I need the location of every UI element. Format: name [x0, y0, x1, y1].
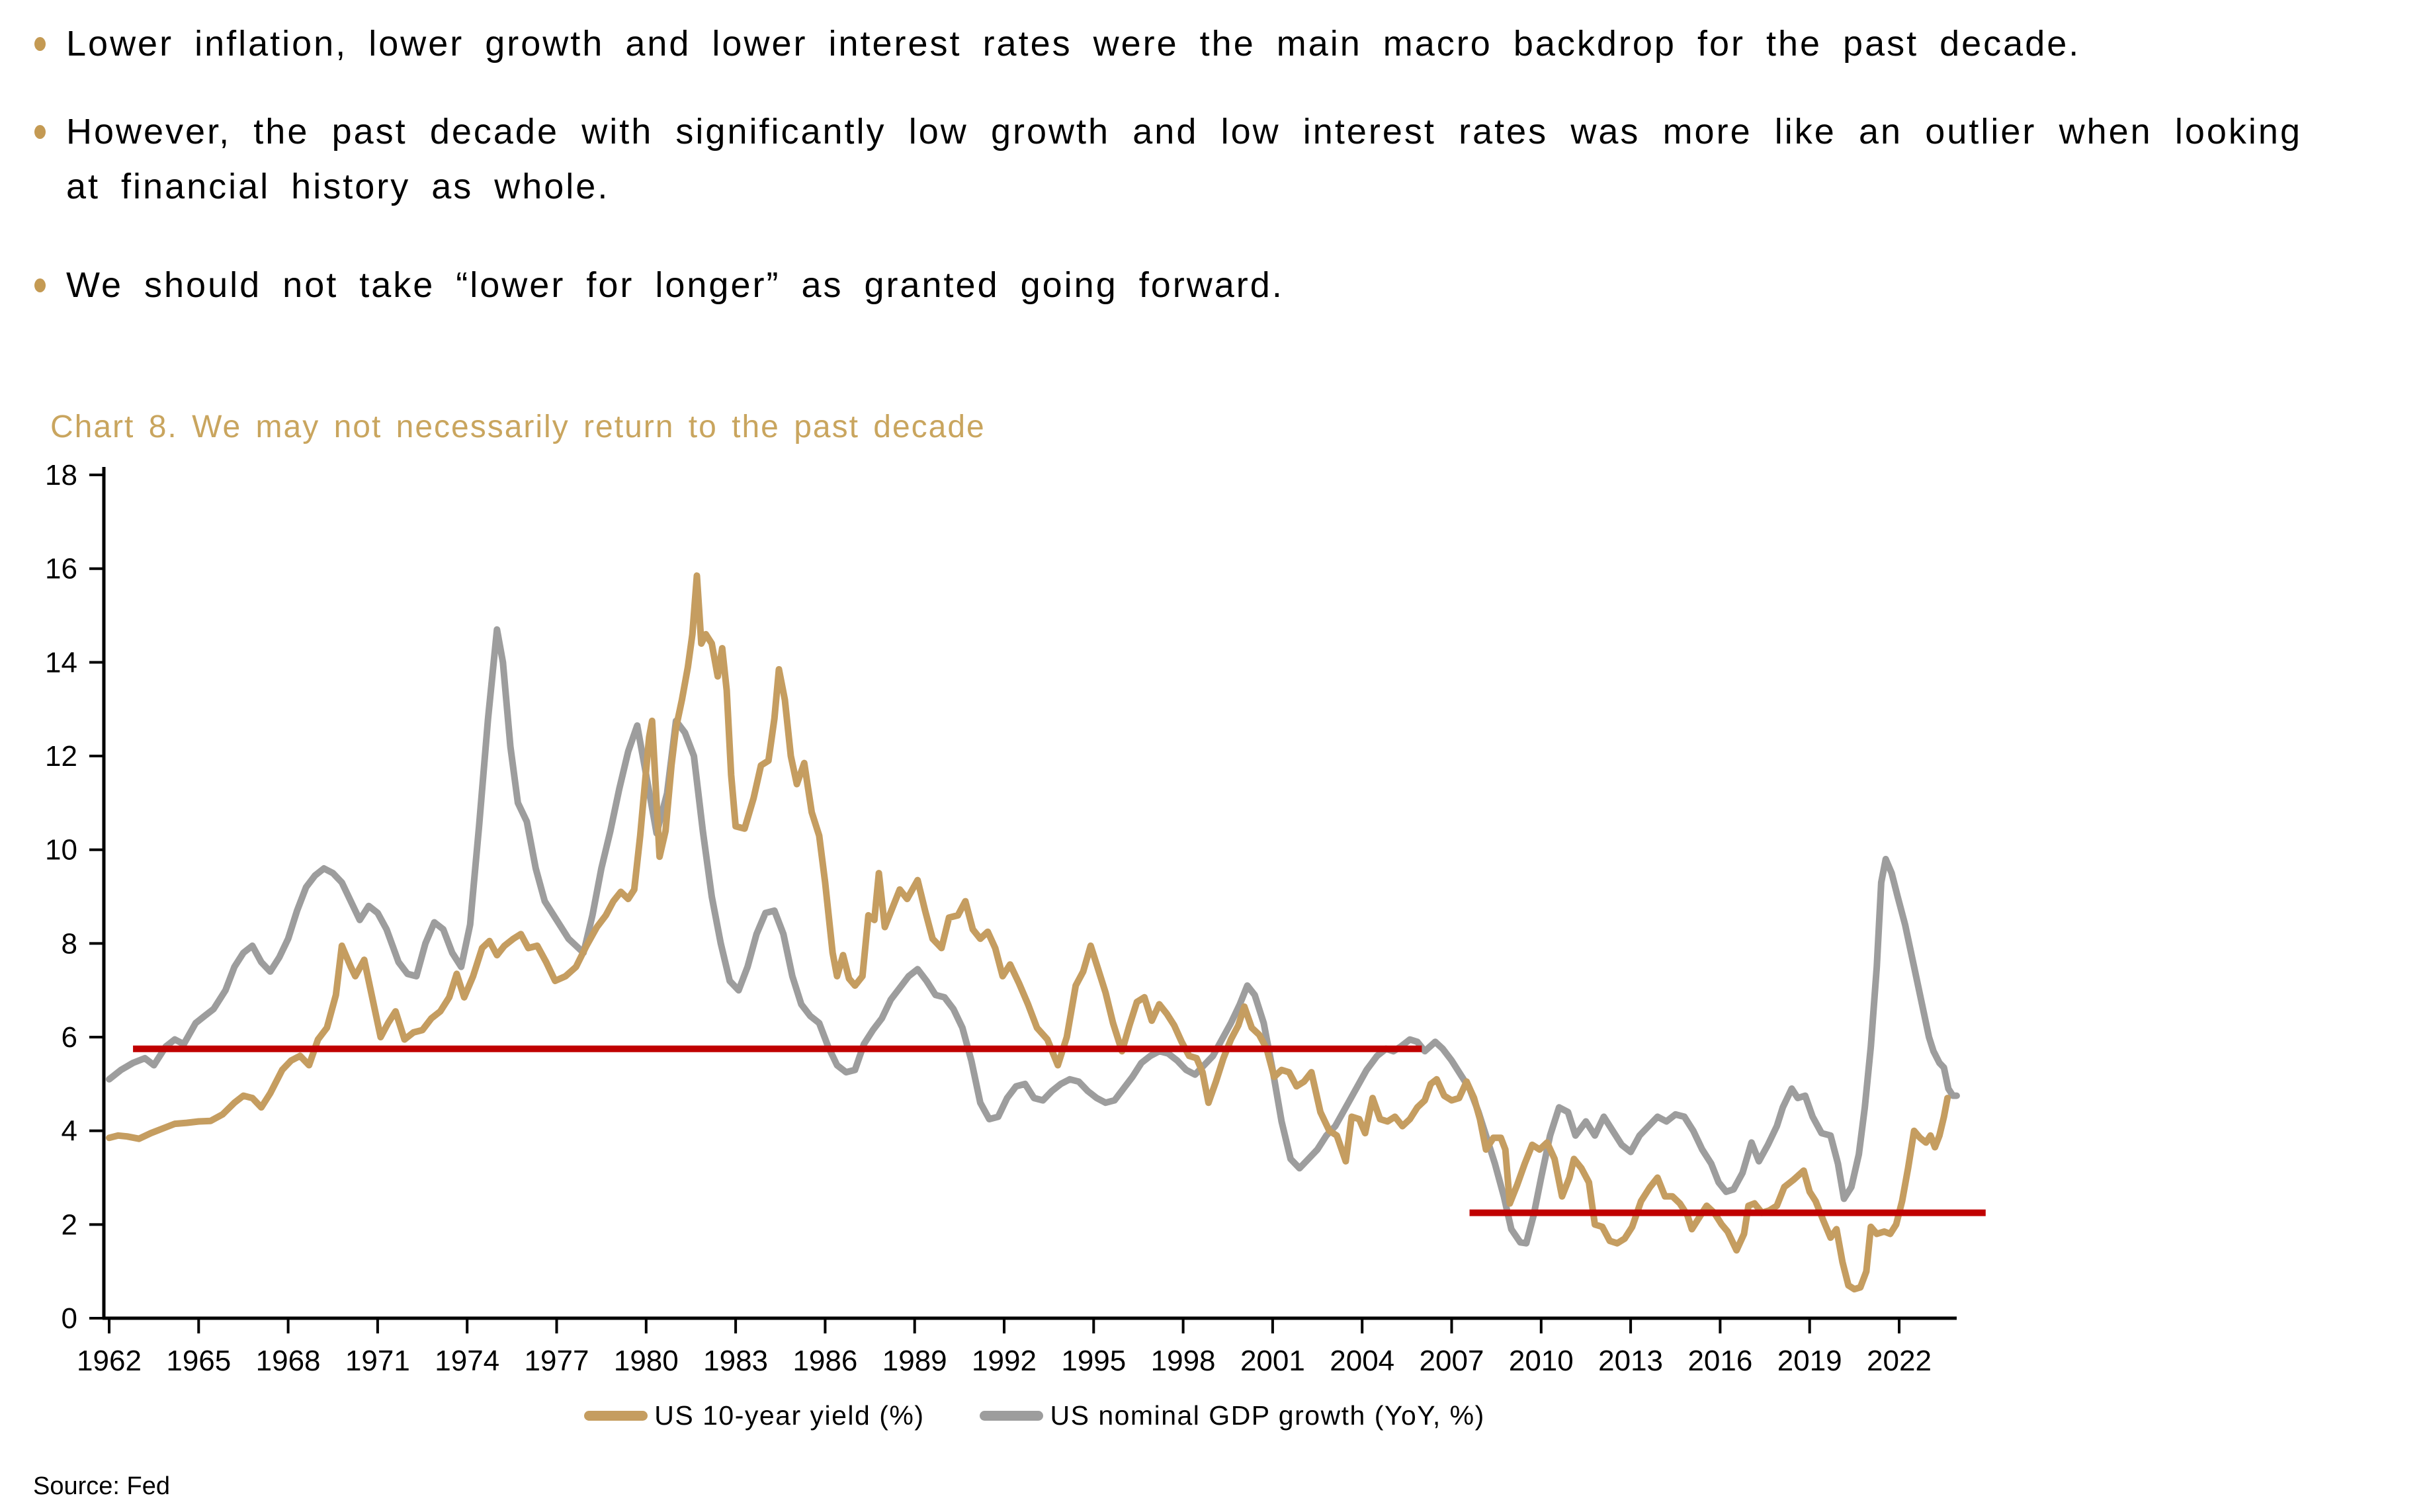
x-tick-label: 2019: [1777, 1345, 1842, 1377]
legend-label-yield: US 10-year yield (%): [654, 1400, 925, 1431]
y-tick-label: 4: [62, 1115, 77, 1148]
chart-legend: US 10-year yield (%) US nominal GDP grow…: [0, 1397, 2069, 1434]
bullet-item-1: Lower inflation, lower growth and lower …: [32, 17, 2302, 71]
chart-title: Chart 8. We may not necessarily return t…: [50, 409, 986, 444]
bullet-text: However, the past decade with significan…: [66, 112, 2302, 206]
bullet-item-3: We should not take “lower for longer” as…: [32, 258, 2302, 313]
x-tick-label: 1965: [166, 1345, 231, 1377]
y-tick-label: 12: [45, 740, 77, 773]
y-tick-label: 8: [62, 927, 77, 960]
x-tick-label: 1998: [1151, 1345, 1216, 1377]
y-tick-label: 2: [62, 1208, 77, 1241]
x-tick-label: 1995: [1061, 1345, 1126, 1377]
bullet-text: Lower inflation, lower growth and lower …: [66, 24, 2081, 63]
y-tick-label: 18: [45, 459, 77, 491]
gdp-series-line: [106, 626, 1960, 1247]
y-tick-label: 14: [45, 646, 77, 679]
bullet-icon: [34, 37, 46, 51]
x-tick-label: 2001: [1240, 1345, 1305, 1377]
x-tick-label: 1980: [614, 1345, 679, 1377]
x-tick-label: 1971: [345, 1345, 410, 1377]
yield-line-swatch-icon: [584, 1410, 648, 1421]
bullet-icon: [34, 278, 46, 292]
x-tick-label: 1974: [435, 1345, 499, 1377]
x-tick-label: 2007: [1420, 1345, 1484, 1377]
x-tick-label: 1968: [256, 1345, 321, 1377]
bullet-item-2: However, the past decade with significan…: [32, 105, 2302, 214]
x-tick-label: 2013: [1598, 1345, 1663, 1377]
x-tick-label: 2022: [1867, 1345, 1932, 1377]
x-tick-label: 2004: [1330, 1345, 1394, 1377]
bullet-text: We should not take “lower for longer” as…: [66, 265, 1284, 305]
x-tick-label: 2010: [1509, 1345, 1574, 1377]
x-tick-label: 1962: [77, 1345, 142, 1377]
y-tick-label: 16: [45, 553, 77, 585]
legend-item-yield: US 10-year yield (%): [584, 1400, 924, 1431]
y-tick-label: 6: [62, 1021, 77, 1054]
x-tick-label: 1977: [525, 1345, 589, 1377]
legend-item-gdp: US nominal GDP growth (YoY, %): [980, 1400, 1484, 1431]
x-tick-label: 2016: [1687, 1345, 1752, 1377]
legend-label-gdp: US nominal GDP growth (YoY, %): [1050, 1400, 1485, 1431]
bullet-icon: [34, 125, 46, 139]
y-tick-label: 10: [45, 834, 77, 866]
y-tick-label: 0: [62, 1302, 77, 1335]
gdp-line-swatch-icon: [980, 1410, 1044, 1421]
x-tick-label: 1992: [972, 1345, 1037, 1377]
x-tick-label: 1983: [703, 1345, 768, 1377]
x-tick-label: 1986: [792, 1345, 857, 1377]
source-note: Source: Fed: [33, 1472, 170, 1500]
x-tick-label: 1989: [882, 1345, 947, 1377]
